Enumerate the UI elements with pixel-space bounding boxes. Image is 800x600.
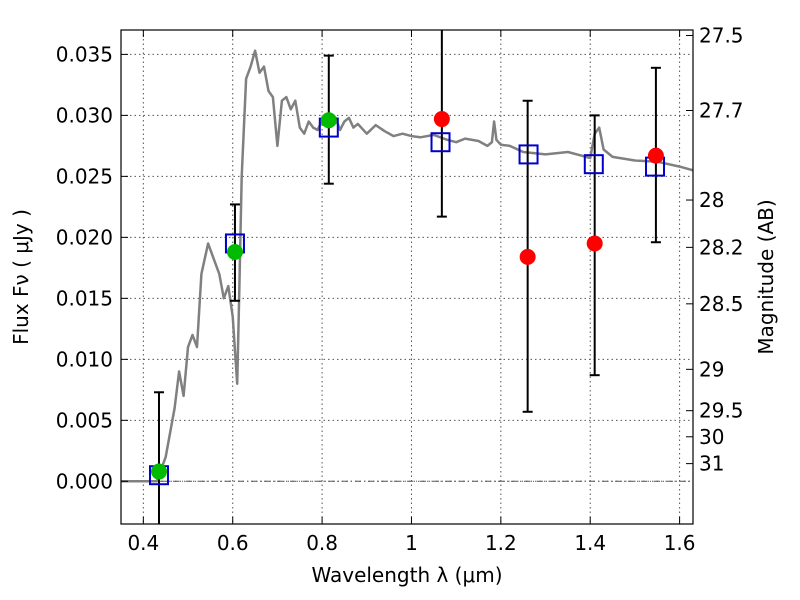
upper-limit-point [647, 147, 664, 164]
x-tick-label: 0.6 [217, 531, 249, 555]
x-tick-label: 0.4 [127, 531, 159, 555]
plot-background [121, 30, 693, 524]
y-axis-title: Flux Fν ( μJy ) [9, 209, 33, 345]
x-axis-title: Wavelength λ (μm) [311, 563, 502, 587]
right-tick-label: 29 [699, 357, 724, 381]
y-tick-label: 0.025 [56, 164, 113, 188]
detection-point [320, 112, 337, 129]
y-tick-label: 0.005 [56, 408, 113, 432]
y-tick-label: 0.035 [56, 42, 113, 66]
y-tick-label: 0.030 [56, 103, 113, 127]
upper-limit-point [519, 248, 536, 265]
x-tick-label: 0.8 [306, 531, 338, 555]
y-tick-label: 0.010 [56, 347, 113, 371]
x-tick-label: 1.4 [574, 531, 606, 555]
y-right-axis-title: Magnitude (AB) [754, 199, 778, 354]
right-tick-label: 27.5 [699, 23, 744, 47]
right-tick-label: 28 [699, 188, 724, 212]
axes: 0.4 0.6 0.8 1 1.2 1.4 1.6 0.000 0.005 0.010 0.015 0… [56, 23, 744, 555]
right-tick-label: 31 [699, 452, 724, 476]
right-tick-label: 29.5 [699, 399, 744, 423]
y-tick-label: 0.020 [56, 225, 113, 249]
x-tick-label: 1.2 [485, 531, 517, 555]
right-tick-label: 28.2 [699, 235, 744, 259]
x-tick-label: 1.6 [664, 531, 696, 555]
data-layer [121, 30, 693, 524]
model-square-marker [583, 154, 604, 175]
detection-point [150, 463, 167, 480]
detection-point [226, 243, 243, 260]
right-tick-label: 28.5 [699, 292, 744, 316]
y-tick-label: 0.000 [56, 469, 113, 493]
upper-limit-point [433, 111, 450, 128]
right-tick-label: 27.7 [699, 99, 744, 123]
upper-limit-point [586, 235, 603, 252]
y-tick-label: 0.015 [56, 286, 113, 310]
model-square-marker [430, 132, 451, 153]
right-tick-label: 30 [699, 425, 724, 449]
model-square-marker [518, 144, 539, 165]
x-tick-label: 1 [405, 531, 418, 555]
plot-frame [120, 29, 694, 525]
